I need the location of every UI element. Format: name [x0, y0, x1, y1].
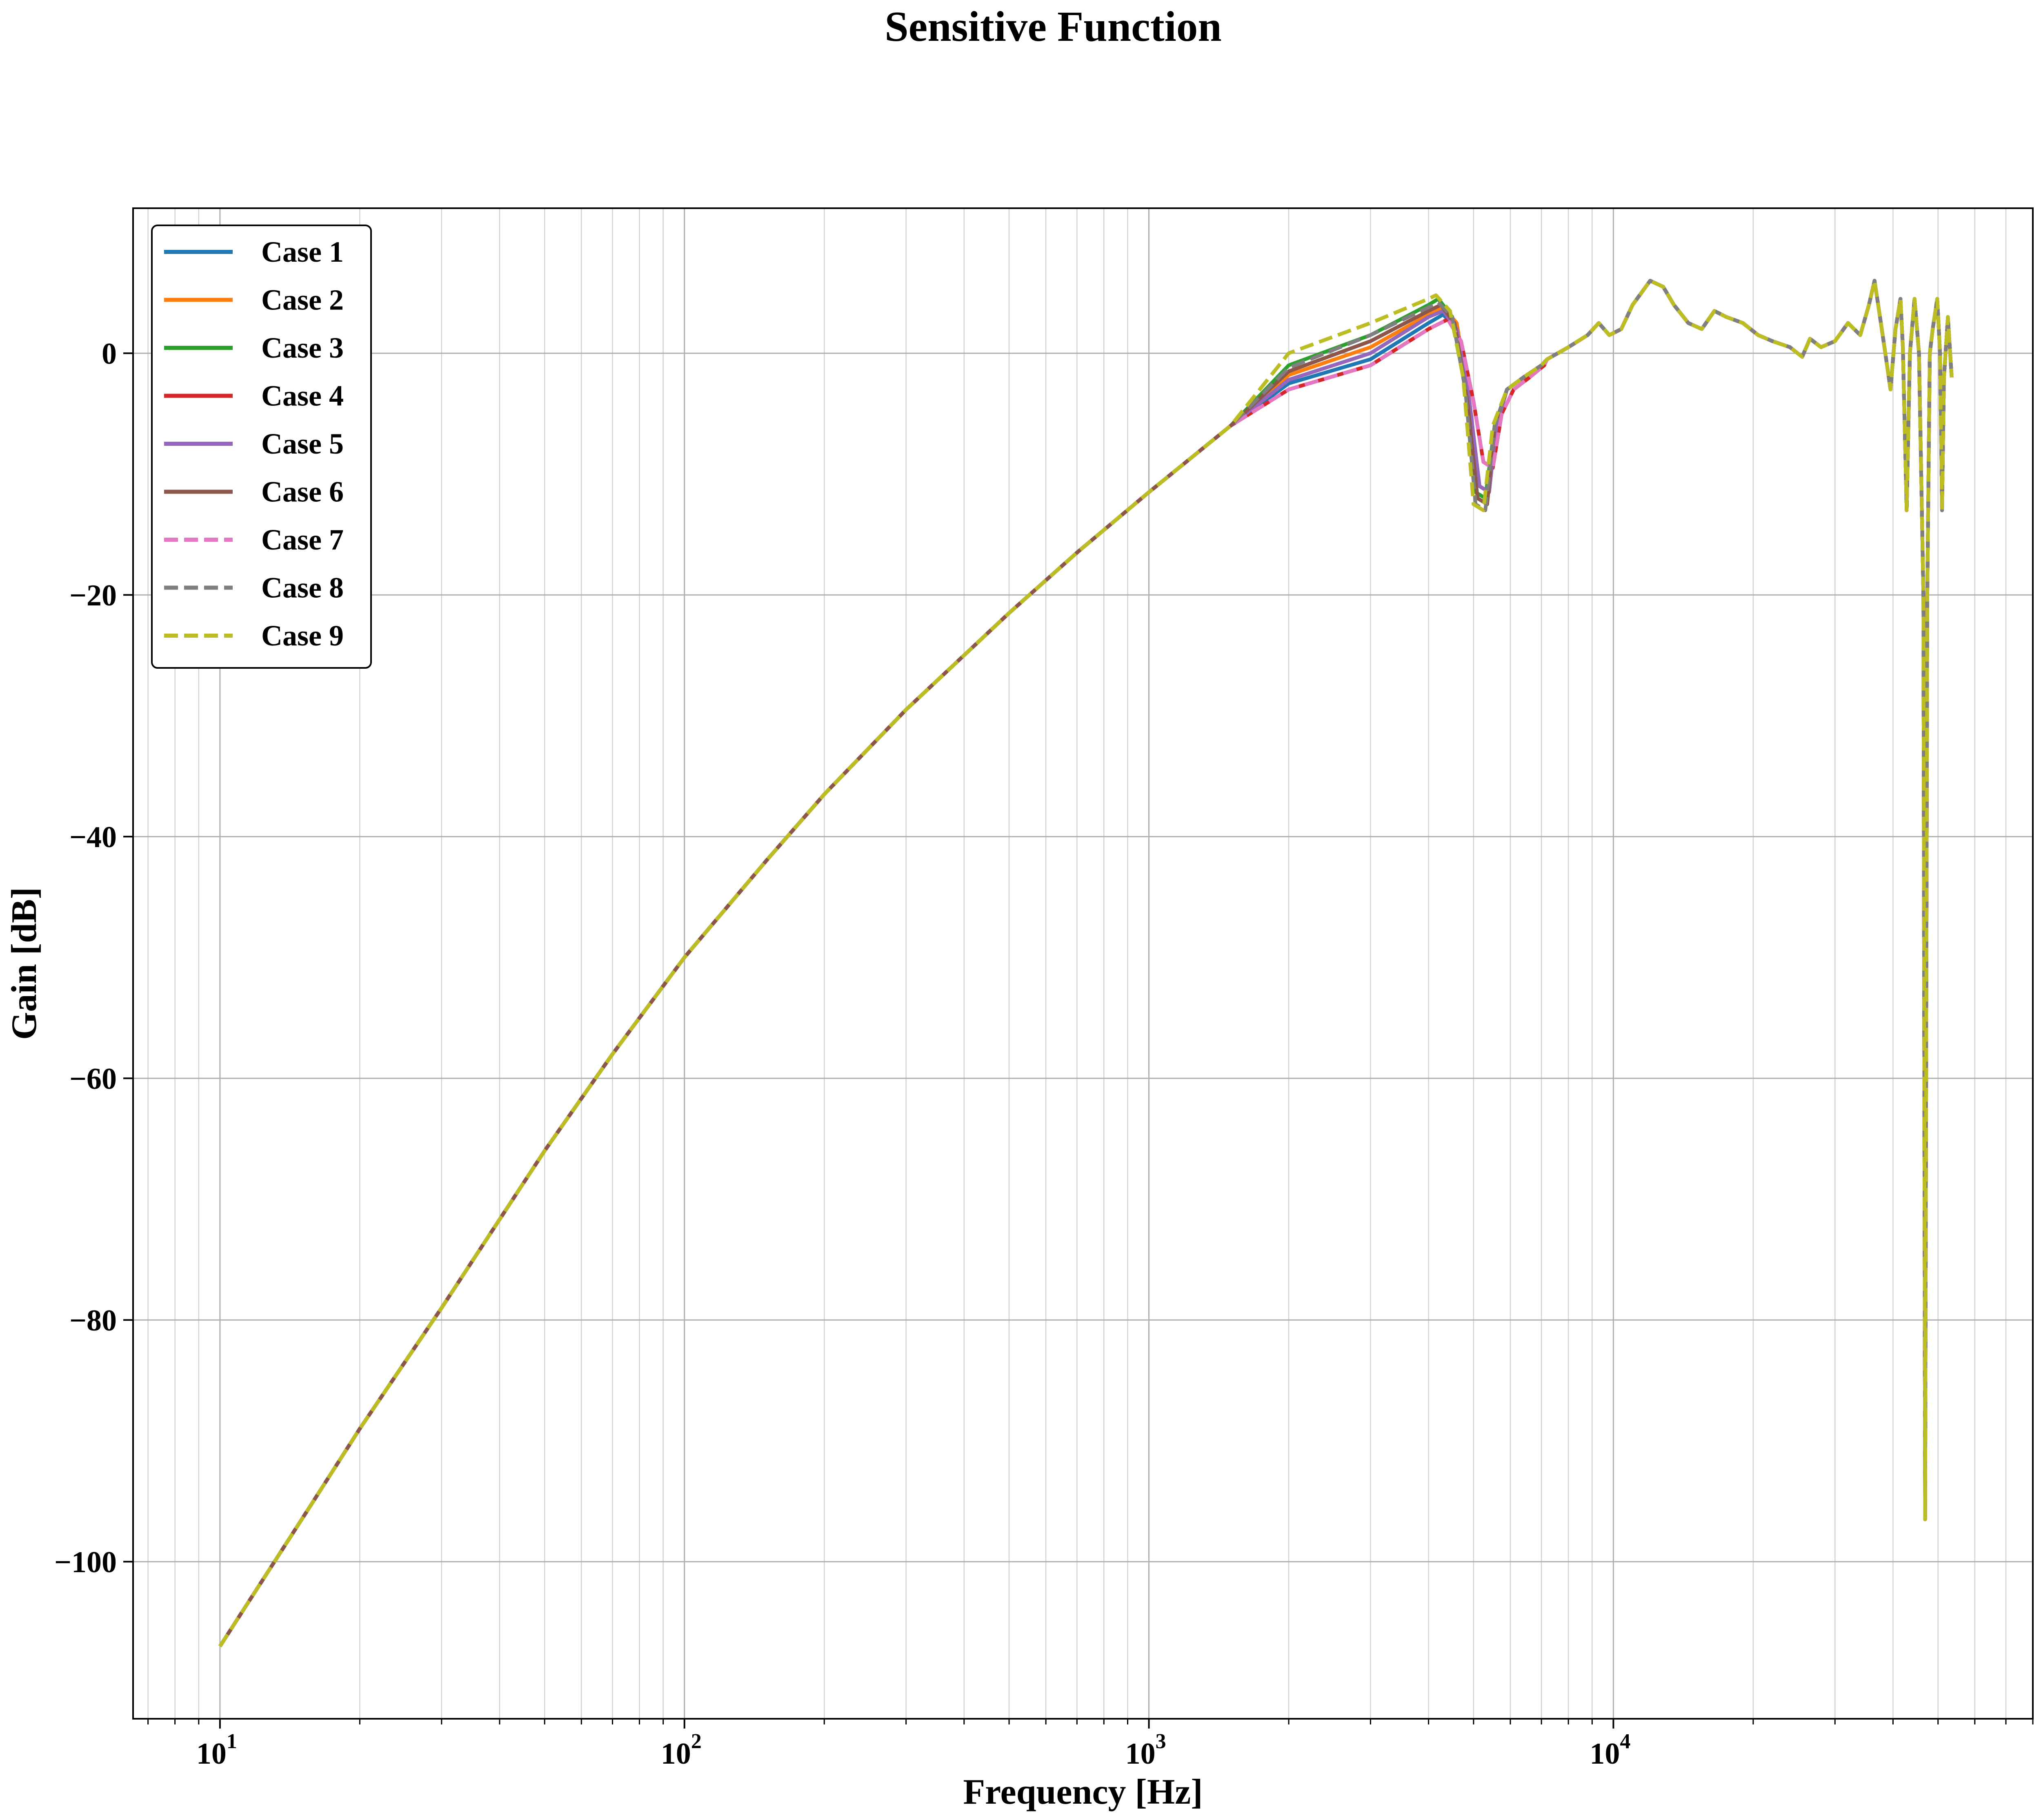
chart-title: Sensitive Function	[885, 2, 1222, 50]
legend-label: Case 1	[261, 236, 344, 268]
x-tick-base: 10	[1590, 1737, 1620, 1771]
legend-box	[151, 225, 372, 669]
x-tick-label: 103	[1125, 1730, 1166, 1771]
legend: Case 1 Case 2 Case 3 Case 4 Case 5 Case 6 Case…	[151, 225, 372, 669]
legend-label: Case 9	[261, 619, 344, 652]
x-tick-label: 101	[196, 1730, 237, 1771]
x-axis-label: Frequency [Hz]	[963, 1772, 1203, 1812]
y-tick-label: −80	[69, 1304, 117, 1337]
legend-label: Case 3	[261, 332, 344, 364]
x-tick-label: 104	[1590, 1730, 1630, 1771]
x-tick-exponent: 2	[691, 1730, 702, 1753]
x-tick-label: 102	[661, 1730, 702, 1771]
series-line-case-9	[218, 279, 1954, 1647]
y-tick-label: 0	[102, 337, 117, 371]
legend-label: Case 8	[261, 572, 344, 604]
y-tick-label: −20	[69, 579, 117, 612]
legend-label: Case 2	[261, 284, 344, 316]
x-tick-exponent: 1	[227, 1730, 237, 1753]
legend-label: Case 7	[261, 523, 344, 556]
plot-lines	[218, 279, 1954, 1647]
x-tick-base: 10	[661, 1737, 691, 1771]
legend-label: Case 4	[261, 380, 344, 412]
legend-label: Case 6	[261, 476, 344, 508]
x-tick-exponent: 4	[1620, 1730, 1630, 1753]
y-tick-label: −40	[69, 821, 117, 854]
legend-label: Case 5	[261, 427, 344, 460]
y-tick-label: −100	[54, 1546, 117, 1579]
plot-frame	[132, 207, 2034, 1720]
x-tick-base: 10	[1125, 1737, 1156, 1771]
y-axis-label: Gain [dB]	[4, 887, 44, 1040]
x-tick-base: 10	[196, 1737, 227, 1771]
x-tick-exponent: 3	[1156, 1730, 1166, 1753]
y-tick-label: −60	[69, 1062, 117, 1096]
